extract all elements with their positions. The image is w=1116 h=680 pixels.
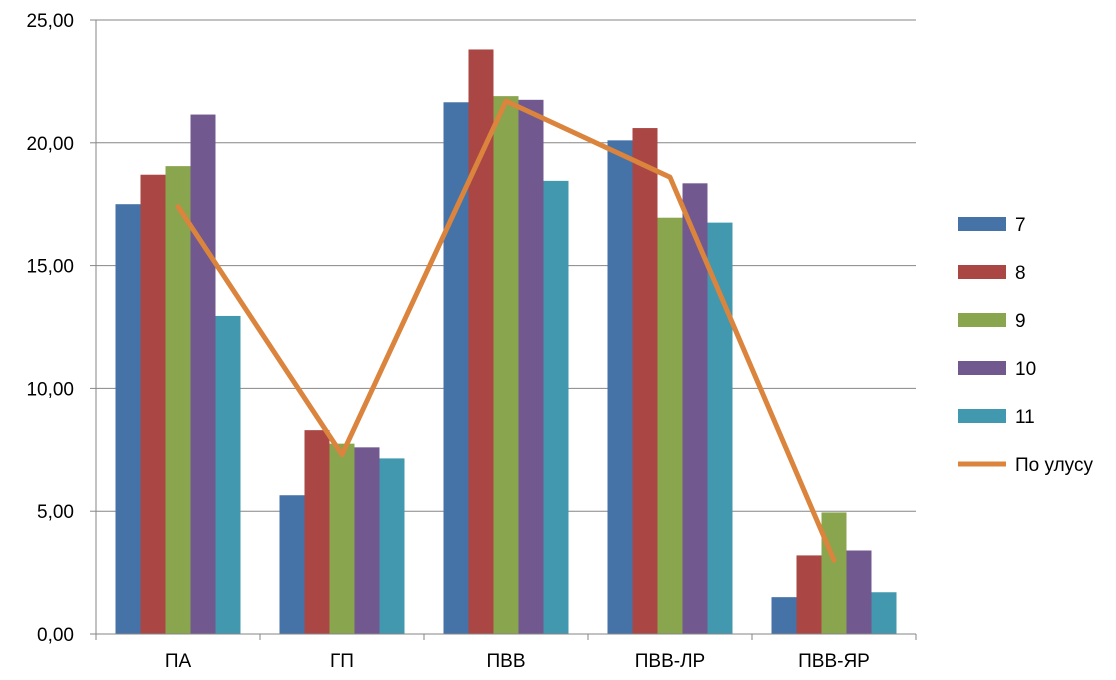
legend-label: 8 <box>1015 263 1026 284</box>
y-tick-labels: 0,00 5,00 10,00 15,00 20,00 25,00 <box>26 11 74 646</box>
x-tick-label: ГП <box>330 651 354 672</box>
bar-7-3 <box>607 140 633 634</box>
bar-10-2 <box>518 99 544 634</box>
bar-7-0 <box>115 204 141 634</box>
legend-label: 9 <box>1015 311 1026 332</box>
axes <box>90 19 917 640</box>
bar-8-3 <box>632 128 658 634</box>
bar-11-0 <box>215 315 241 634</box>
bar-8-4 <box>796 555 822 634</box>
bar-8-1 <box>304 430 330 634</box>
legend-swatch-8 <box>958 265 1006 279</box>
bar-9-4 <box>821 512 847 634</box>
bar-11-2 <box>543 180 569 635</box>
bar-7-2 <box>443 102 469 634</box>
bar-7-1 <box>279 495 305 634</box>
y-tick-label: 5,00 <box>37 502 74 523</box>
bar-10-0 <box>190 114 216 634</box>
y-tick-label: 25,00 <box>26 11 74 32</box>
y-tick-label: 15,00 <box>26 257 74 278</box>
y-tick-label: 10,00 <box>26 379 74 400</box>
y-tick-label: 20,00 <box>26 134 74 155</box>
bar-7-4 <box>771 597 797 634</box>
bar-9-1 <box>329 443 355 634</box>
legend-swatch-10 <box>958 361 1006 375</box>
x-tick-label: ПВВ-ЛР <box>635 651 705 672</box>
bar-11-4 <box>871 592 897 634</box>
x-tick-label: ПВВ <box>486 651 525 672</box>
line-series <box>175 98 837 563</box>
legend: 7 8 9 10 11 По улусу <box>958 215 1093 476</box>
legend-swatch-11 <box>958 409 1006 423</box>
legend-swatch-7 <box>958 217 1006 231</box>
bars <box>115 49 897 635</box>
bar-9-2 <box>493 96 519 635</box>
bar-8-0 <box>140 174 166 634</box>
bar-11-1 <box>379 458 405 634</box>
legend-label: 11 <box>1015 407 1035 428</box>
y-tick-label: 0,00 <box>37 625 74 646</box>
bar-9-0 <box>165 166 191 634</box>
bar-9-3 <box>657 217 683 634</box>
legend-swatch-9 <box>958 313 1006 327</box>
bar-10-4 <box>846 550 872 634</box>
line-po-ulusu <box>175 98 837 563</box>
bar-10-1 <box>354 447 380 634</box>
x-tick-label: ПА <box>165 651 192 672</box>
x-tick-label: ПВВ-ЯР <box>798 651 870 672</box>
legend-label: 10 <box>1015 359 1036 380</box>
x-tick-labels: ПА ГП ПВВ ПВВ-ЛР ПВВ-ЯР <box>165 651 870 672</box>
bar-8-2 <box>468 49 494 635</box>
bar-11-3 <box>707 222 733 634</box>
legend-label: По улусу <box>1015 455 1093 476</box>
legend-label: 7 <box>1015 215 1026 236</box>
